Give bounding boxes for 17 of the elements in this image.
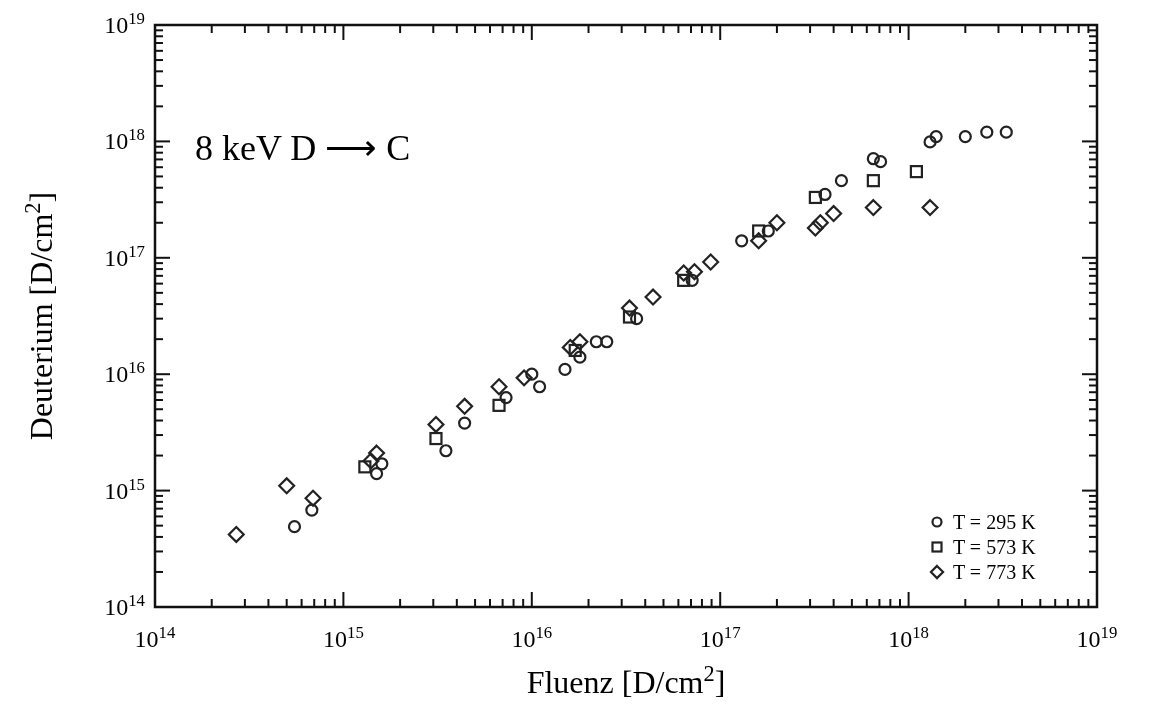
annotation: 8 keV D ⟶ C [195,128,411,168]
y-tick-label: 10$^{16}$ [104,357,145,388]
legend-label: T = 773 K [953,561,1037,583]
x-tick-label: 10$^{16}$ [511,622,553,652]
x-tick-label: 10$^{19}$ [1076,622,1118,652]
legend-label: T = 295 K [953,511,1037,533]
y-tick-label: 10$^{14}$ [104,590,146,620]
x-tick-label: 10$^{17}$ [699,622,741,652]
y-tick-label: 10$^{18}$ [104,124,145,155]
y-tick-label: 10$^{15}$ [104,474,145,504]
y-tick-label: 10$^{17}$ [104,241,145,271]
x-axis-title: Fluenz [D/cm$^{2}$] [526,660,726,700]
legend-label: T = 573 K [953,536,1037,558]
x-tick-label: 10$^{18}$ [888,622,929,652]
y-tick-label: 10$^{19}$ [104,8,145,38]
x-tick-label: 10$^{15}$ [323,622,364,652]
x-tick-label: 10$^{14}$ [134,622,176,652]
